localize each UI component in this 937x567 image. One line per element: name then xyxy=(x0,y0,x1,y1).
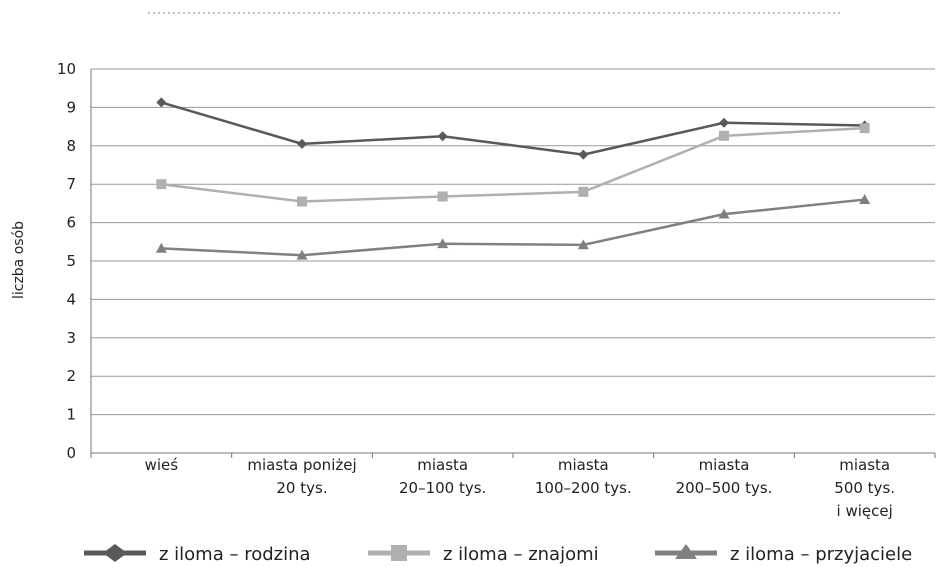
y-tick-label: 2 xyxy=(66,367,76,385)
y-tick-label: 5 xyxy=(66,252,76,270)
y-tick-label: 10 xyxy=(57,60,76,78)
data-point xyxy=(437,191,448,202)
data-point xyxy=(718,208,730,219)
data-point xyxy=(296,249,308,260)
y-tick-label: 1 xyxy=(66,406,76,424)
data-point xyxy=(859,123,870,134)
legend-entry: z iloma – rodzina xyxy=(84,544,311,565)
data-point xyxy=(437,131,448,142)
legend-marker xyxy=(103,544,127,562)
y-axis-label: liczba osób xyxy=(11,221,27,299)
series-diamond xyxy=(156,97,870,160)
legend-label: z iloma – rodzina xyxy=(159,544,311,565)
x-tick-label: miasta 500 tys. i więcej xyxy=(834,456,895,520)
y-tick-label: 8 xyxy=(66,137,76,155)
data-point xyxy=(578,149,589,160)
series-line xyxy=(161,126,865,203)
data-point xyxy=(156,179,167,190)
x-tick-labels: wieś miasta poniżej 20 tys. miasta 20–100 ty… xyxy=(145,456,895,520)
y-tick-label: 0 xyxy=(66,444,76,462)
series-square xyxy=(156,123,870,207)
y-tick-label: 6 xyxy=(66,214,76,232)
series-triangle xyxy=(155,194,871,260)
data-point xyxy=(155,242,167,253)
data-point xyxy=(719,117,729,128)
x-tick-label: wieś xyxy=(145,456,179,474)
gridlines xyxy=(91,68,935,454)
axes xyxy=(90,69,936,458)
series-line xyxy=(161,198,865,257)
y-tick-label: 7 xyxy=(66,175,76,193)
y-tick-label: 9 xyxy=(66,98,76,116)
data-point xyxy=(437,238,449,249)
legend-label: z iloma – znajomi xyxy=(443,544,599,565)
y-tick-labels: 0 1 2 3 4 5 6 7 8 9 10 xyxy=(57,60,76,462)
data-point xyxy=(156,97,167,108)
data-point xyxy=(859,194,871,204)
y-tick-label: 3 xyxy=(66,329,76,347)
series-lines xyxy=(155,97,871,260)
data-point xyxy=(297,138,307,149)
data-point xyxy=(578,186,589,197)
x-tick-label: miasta 200–500 tys. xyxy=(676,456,773,497)
data-point xyxy=(577,239,589,250)
legend-entry: z iloma – znajomi xyxy=(368,544,599,565)
data-point xyxy=(297,196,307,207)
data-point xyxy=(719,130,729,141)
y-tick-label: 4 xyxy=(66,290,76,308)
x-tick-label: miasta 20–100 tys. xyxy=(399,456,486,497)
x-tick-label: miasta 100–200 tys. xyxy=(535,456,632,497)
legend-marker xyxy=(391,545,407,561)
series-line xyxy=(160,101,865,156)
x-tick-label: miasta poniżej 20 tys. xyxy=(247,456,356,497)
legend-marker xyxy=(675,544,697,559)
legend: z iloma – rodzina z iloma – znajomi z ilom… xyxy=(84,544,912,565)
legend-label: z iloma – przyjaciele xyxy=(730,544,912,565)
legend-entry: z iloma – przyjaciele xyxy=(655,544,912,565)
